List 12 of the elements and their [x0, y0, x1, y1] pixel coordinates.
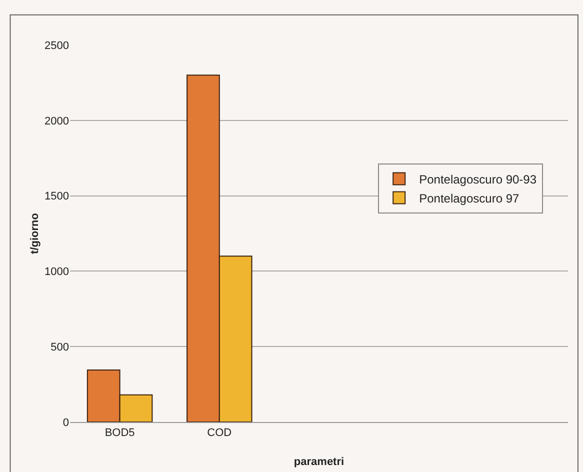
legend-label: Pontelagoscuro 90-93 — [419, 172, 537, 186]
y-tick-label: 2500 — [44, 40, 69, 52]
x-axis-title: parametri — [294, 456, 344, 468]
y-axis-title: t/giorno — [29, 212, 41, 254]
y-tick-label: 1500 — [44, 190, 69, 203]
legend-label: Pontelagoscuro 97 — [419, 191, 520, 206]
x-tick-label: COD — [207, 427, 232, 440]
y-tick-label: 500 — [50, 341, 69, 354]
y-tick-label: 1000 — [44, 266, 69, 278]
y-tick-label: 0 — [62, 416, 69, 429]
y-tick-label: 2000 — [44, 115, 69, 128]
x-tick-label: BOD5 — [104, 427, 135, 440]
